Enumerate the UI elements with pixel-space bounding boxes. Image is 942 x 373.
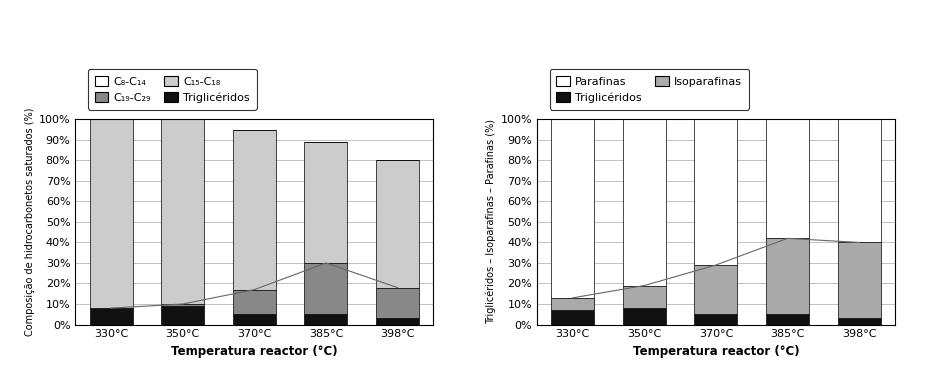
Legend: Parafinas, Triglicéridos, Isoparafinas: Parafinas, Triglicéridos, Isoparafinas xyxy=(549,69,749,110)
Bar xyxy=(233,314,276,325)
Bar xyxy=(837,319,881,325)
Legend: C₈-C₁₄, C₁₉-C₂₉, C₁₅-C₁₈, Triglicéridos: C₈-C₁₄, C₁₉-C₂₉, C₁₅-C₁₈, Triglicéridos xyxy=(88,69,256,110)
Y-axis label: Composição de hidrocarbonetos saturados (%): Composição de hidrocarbonetos saturados … xyxy=(24,108,35,336)
Bar xyxy=(694,119,738,265)
Bar xyxy=(304,142,348,263)
Bar xyxy=(551,310,594,325)
Bar xyxy=(304,314,348,325)
Bar xyxy=(304,263,348,314)
Bar xyxy=(694,314,738,325)
Bar xyxy=(89,119,133,308)
Bar xyxy=(161,119,204,304)
Bar xyxy=(233,130,276,289)
Bar xyxy=(623,286,666,308)
Bar xyxy=(766,238,809,314)
Bar xyxy=(376,288,419,319)
X-axis label: Temperatura reactor (°C): Temperatura reactor (°C) xyxy=(633,345,799,358)
Bar xyxy=(837,119,881,242)
Bar xyxy=(233,289,276,314)
Y-axis label: Triglicéridos – Isoparafinas – Parafinas (%): Triglicéridos – Isoparafinas – Parafinas… xyxy=(486,119,496,325)
Bar xyxy=(551,119,594,298)
Bar xyxy=(837,242,881,319)
Bar xyxy=(161,304,204,306)
Bar xyxy=(551,298,594,310)
Bar xyxy=(89,308,133,325)
Bar xyxy=(623,308,666,325)
Bar xyxy=(766,314,809,325)
Bar xyxy=(161,306,204,325)
Bar xyxy=(694,265,738,314)
Bar xyxy=(376,160,419,288)
Bar xyxy=(376,319,419,325)
Bar xyxy=(623,119,666,286)
X-axis label: Temperatura reactor (°C): Temperatura reactor (°C) xyxy=(171,345,337,358)
Bar xyxy=(766,119,809,238)
